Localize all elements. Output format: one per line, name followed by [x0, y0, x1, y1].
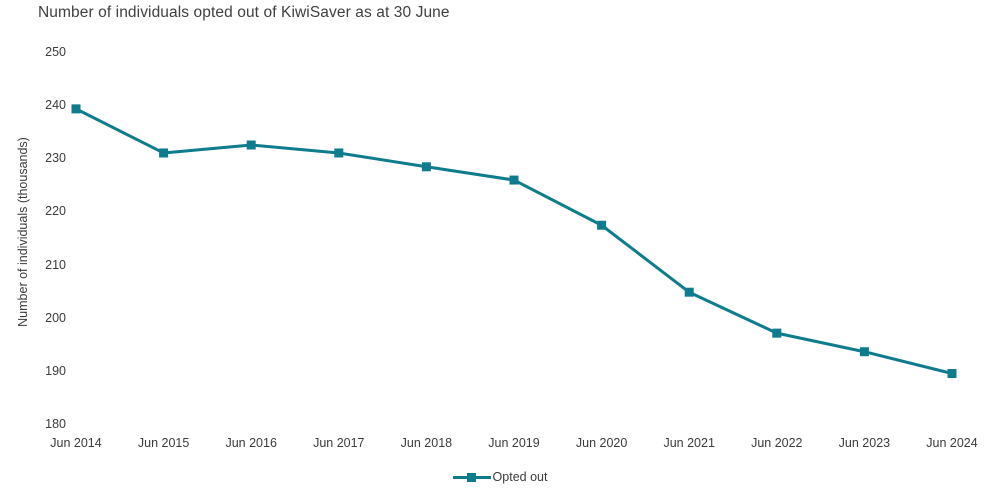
y-axis-tick-label: 180	[45, 417, 66, 431]
y-axis-tick-label: 190	[45, 363, 66, 378]
x-axis-tick-label: Jun 2023	[838, 436, 891, 450]
y-axis-tick-label: 220	[45, 204, 66, 219]
data-point-marker[interactable]	[684, 287, 694, 297]
x-axis-tick-label: Jun 2019	[488, 436, 540, 450]
x-axis-tick-label: Jun 2017	[313, 436, 365, 450]
chart-title: Number of individuals opted out of KiwiS…	[38, 4, 450, 21]
legend-label: Opted out	[492, 470, 548, 484]
x-axis-tick-label: Jun 2018	[400, 436, 453, 450]
x-axis-tick-label: Jun 2022	[751, 436, 803, 450]
data-point-marker[interactable]	[859, 347, 869, 357]
y-axis-tick-label: 250	[45, 45, 66, 59]
data-point-marker[interactable]	[509, 175, 519, 185]
data-point-marker[interactable]	[159, 148, 169, 158]
data-point-marker[interactable]	[947, 369, 957, 379]
y-axis-tick-label: 240	[45, 98, 66, 113]
x-axis-tick-label: Jun 2014	[50, 436, 102, 450]
legend-item-opted-out[interactable]: Opted out	[452, 470, 548, 484]
data-point-marker[interactable]	[246, 140, 256, 150]
y-axis-tick-label: 200	[45, 310, 66, 325]
series-opted-out	[71, 104, 957, 379]
data-point-marker[interactable]	[597, 220, 607, 230]
legend-swatch-icon	[452, 470, 491, 484]
x-axis-tick-label: Jun 2024	[926, 436, 978, 450]
data-point-marker[interactable]	[772, 328, 782, 338]
data-point-marker[interactable]	[71, 104, 81, 114]
x-axis-tick-label: Jun 2021	[663, 436, 715, 450]
x-axis-tick-label: Jun 2015	[137, 436, 190, 450]
data-point-marker[interactable]	[334, 148, 344, 158]
x-axis-tick-label: Jun 2020	[575, 436, 628, 450]
y-axis-tick-label: 210	[45, 257, 66, 272]
chart-legend: Opted out	[0, 470, 1000, 484]
data-point-marker[interactable]	[421, 162, 431, 172]
x-axis-tick-label: Jun 2016	[225, 436, 277, 450]
series-line	[74, 107, 954, 376]
y-axis-tick-label: 230	[45, 151, 66, 166]
